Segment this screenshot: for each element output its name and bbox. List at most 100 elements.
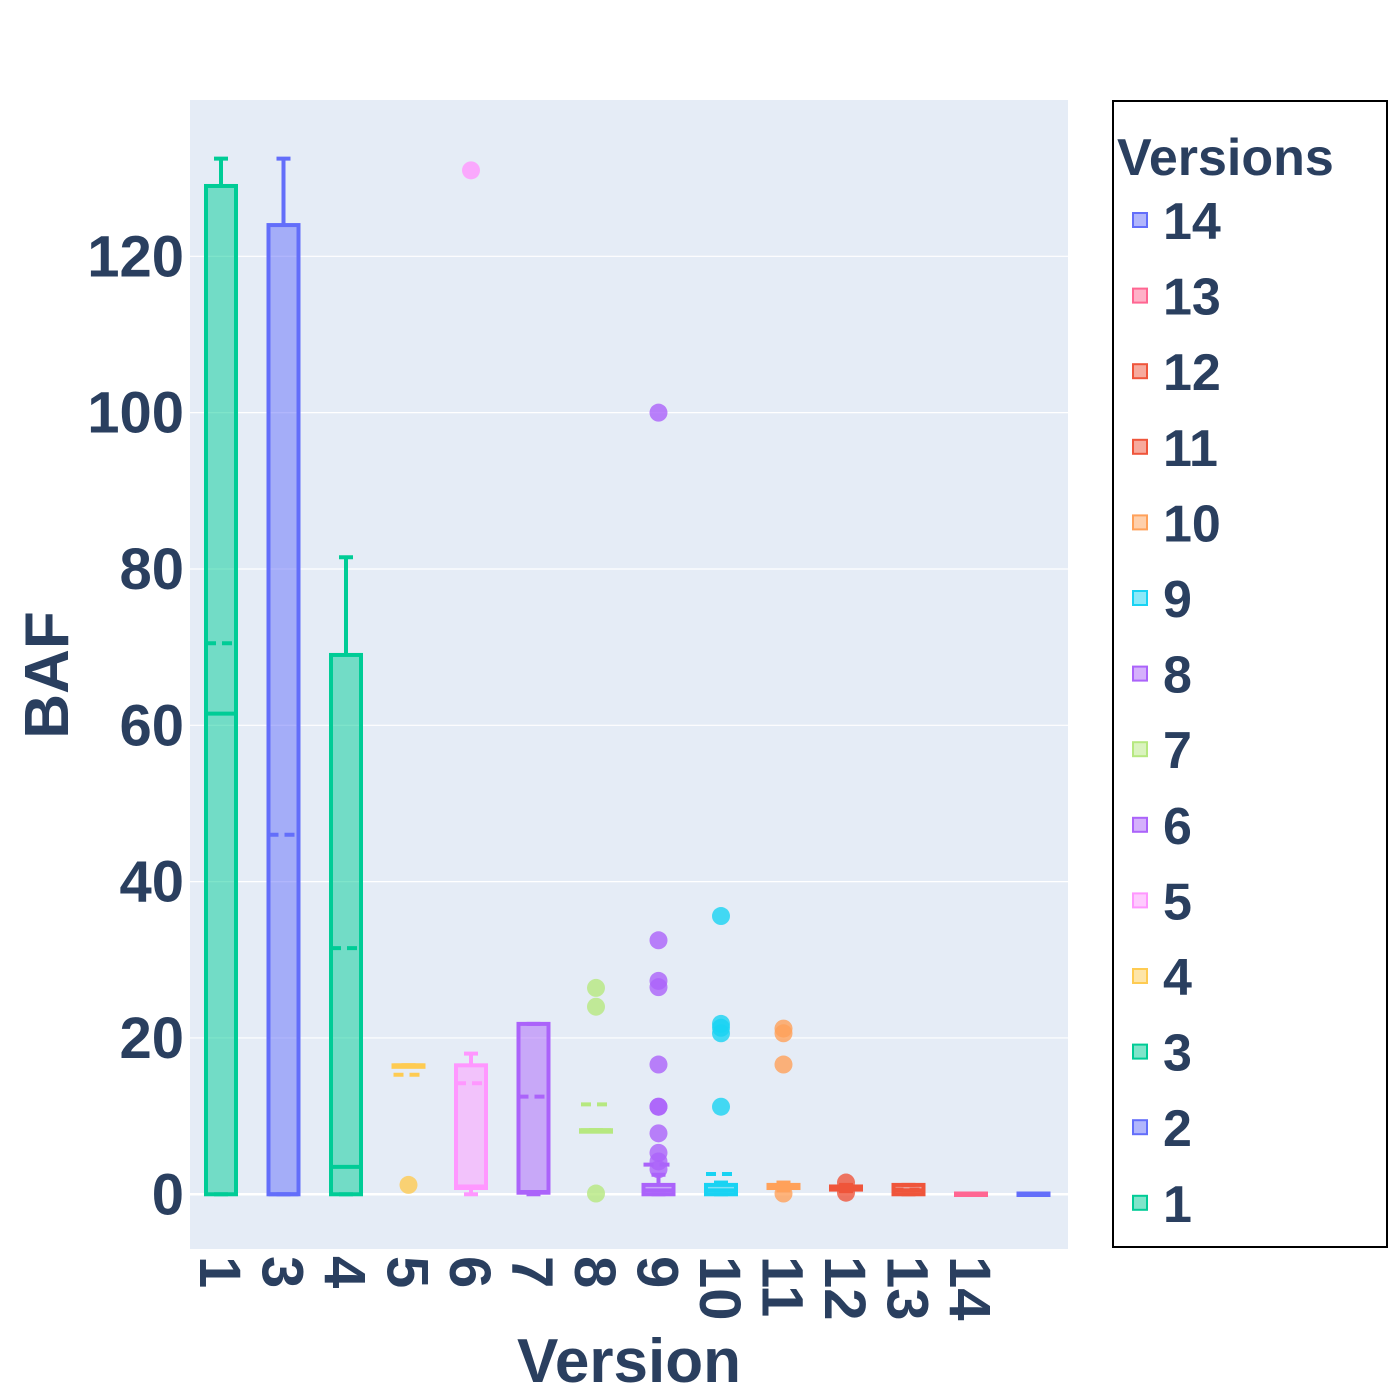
outlier-point [462,161,480,180]
legend-items: 14 13 12 11 10 9 8 7 6 5 4 3 2 1 [1132,193,1221,1234]
legend-swatch [1132,1194,1148,1211]
legend-swatch [1132,590,1148,606]
outlier-point [649,1160,668,1179]
y-tick-label: 80 [119,537,184,602]
y-axis-title: BAF [13,611,82,738]
legend-label: 12 [1163,344,1221,402]
x-axis-title: Version [517,1327,741,1396]
x-tick-label: 1 [187,1256,252,1288]
outlier-point [587,1184,605,1203]
legend-label: 13 [1163,269,1221,327]
x-tick-label: 11 [750,1256,815,1317]
box-version-12 [891,1182,926,1197]
legend-item-5[interactable]: 5 [1132,873,1192,931]
y-tick-label: 120 [87,224,184,289]
legend-swatch [1132,514,1148,531]
y-axis-ticks: 0 20 40 60 80 100 120 [87,224,184,1227]
outlier-point [399,1175,418,1194]
legend-item-1[interactable]: 1 [1132,1176,1192,1234]
x-tick-label: 8 [562,1256,627,1288]
box-version-13 [954,1191,988,1198]
box-iqr [516,1021,551,1195]
box-version-3 [329,555,363,1197]
legend-label: 7 [1163,722,1192,780]
legend-item-4[interactable]: 4 [1132,949,1192,1007]
legend-item-3[interactable]: 3 [1132,1025,1192,1083]
box-version-14 [1016,1191,1051,1198]
x-tick-label: 12 [812,1256,877,1321]
legend-label: 5 [1163,873,1192,931]
legend-swatch [1132,1119,1148,1136]
legend-frame [1112,100,1388,1248]
outlier-point [712,1097,730,1116]
legend-label: 11 [1163,420,1218,478]
legend-item-13[interactable]: 13 [1132,269,1221,327]
y-tick-label: 20 [119,1006,184,1071]
outlier-point [774,1184,793,1203]
y-tick-label: 100 [87,381,184,446]
legend-swatch [1132,665,1148,682]
box-iqr [266,223,301,1197]
x-tick-label: 14 [937,1256,1002,1321]
x-tick-label: 6 [437,1256,502,1288]
boxes [204,156,1051,1203]
x-tick-label: 4 [312,1256,377,1288]
outlier-point [774,1055,793,1074]
legend-swatch [1132,816,1148,833]
outlier-point [587,978,605,997]
y-tick-label: 0 [152,1162,184,1227]
outlier-point [649,1055,668,1074]
legend-swatch [1132,968,1148,984]
box-version-6 [516,1021,551,1197]
box-version-2 [266,156,301,1197]
outlier-point [649,1124,668,1143]
legend-item-2[interactable]: 2 [1132,1100,1192,1158]
legend-swatch [1132,212,1148,228]
box-version-11 [829,1173,863,1202]
legend-label: 10 [1163,495,1221,553]
legend-label: 4 [1163,949,1192,1007]
box-version-4 [391,1063,426,1194]
legend-swatch [1132,438,1148,455]
outlier-point [712,907,730,926]
outlier-point [649,1097,668,1116]
legend-label: 3 [1163,1025,1192,1083]
plot-area [190,100,1068,1249]
box-version-7 [579,978,613,1203]
legend-item-7[interactable]: 7 [1132,722,1192,780]
legend-swatch [1132,363,1148,380]
legend: Versions 14 13 12 11 10 9 8 7 6 5 4 3 2 1 [1112,100,1388,1248]
legend-item-9[interactable]: 9 [1132,571,1192,629]
legend-label: 2 [1163,1100,1192,1158]
outlier-point [587,997,605,1016]
box-version-5 [454,161,488,1197]
legend-label: 14 [1163,193,1221,251]
x-tick-label: 10 [687,1256,752,1321]
legend-item-8[interactable]: 8 [1132,647,1192,705]
box-iqr [454,1063,488,1191]
box-version-1 [204,156,238,1197]
box-iqr [329,652,363,1197]
y-tick-label: 40 [119,850,184,915]
legend-item-10[interactable]: 10 [1132,495,1221,553]
box-iqr [204,183,238,1197]
y-tick-label: 60 [119,693,184,758]
legend-item-14[interactable]: 14 [1132,193,1221,251]
x-tick-label: 13 [875,1256,940,1321]
outlier-point [649,978,668,997]
outlier-point [649,403,668,422]
legend-item-6[interactable]: 6 [1132,798,1192,856]
outlier-point [837,1183,855,1202]
legend-title: Versions [1117,129,1334,187]
box-version-9 [704,907,738,1197]
legend-item-12[interactable]: 12 [1132,344,1221,402]
outlier-point [649,931,668,950]
x-tick-label: 7 [500,1256,565,1288]
x-tick-label: 3 [250,1256,315,1288]
legend-item-11[interactable]: 11 [1132,420,1218,478]
legend-label: 1 [1163,1176,1192,1234]
legend-label: 8 [1163,647,1192,705]
box-version-10 [766,1019,801,1203]
